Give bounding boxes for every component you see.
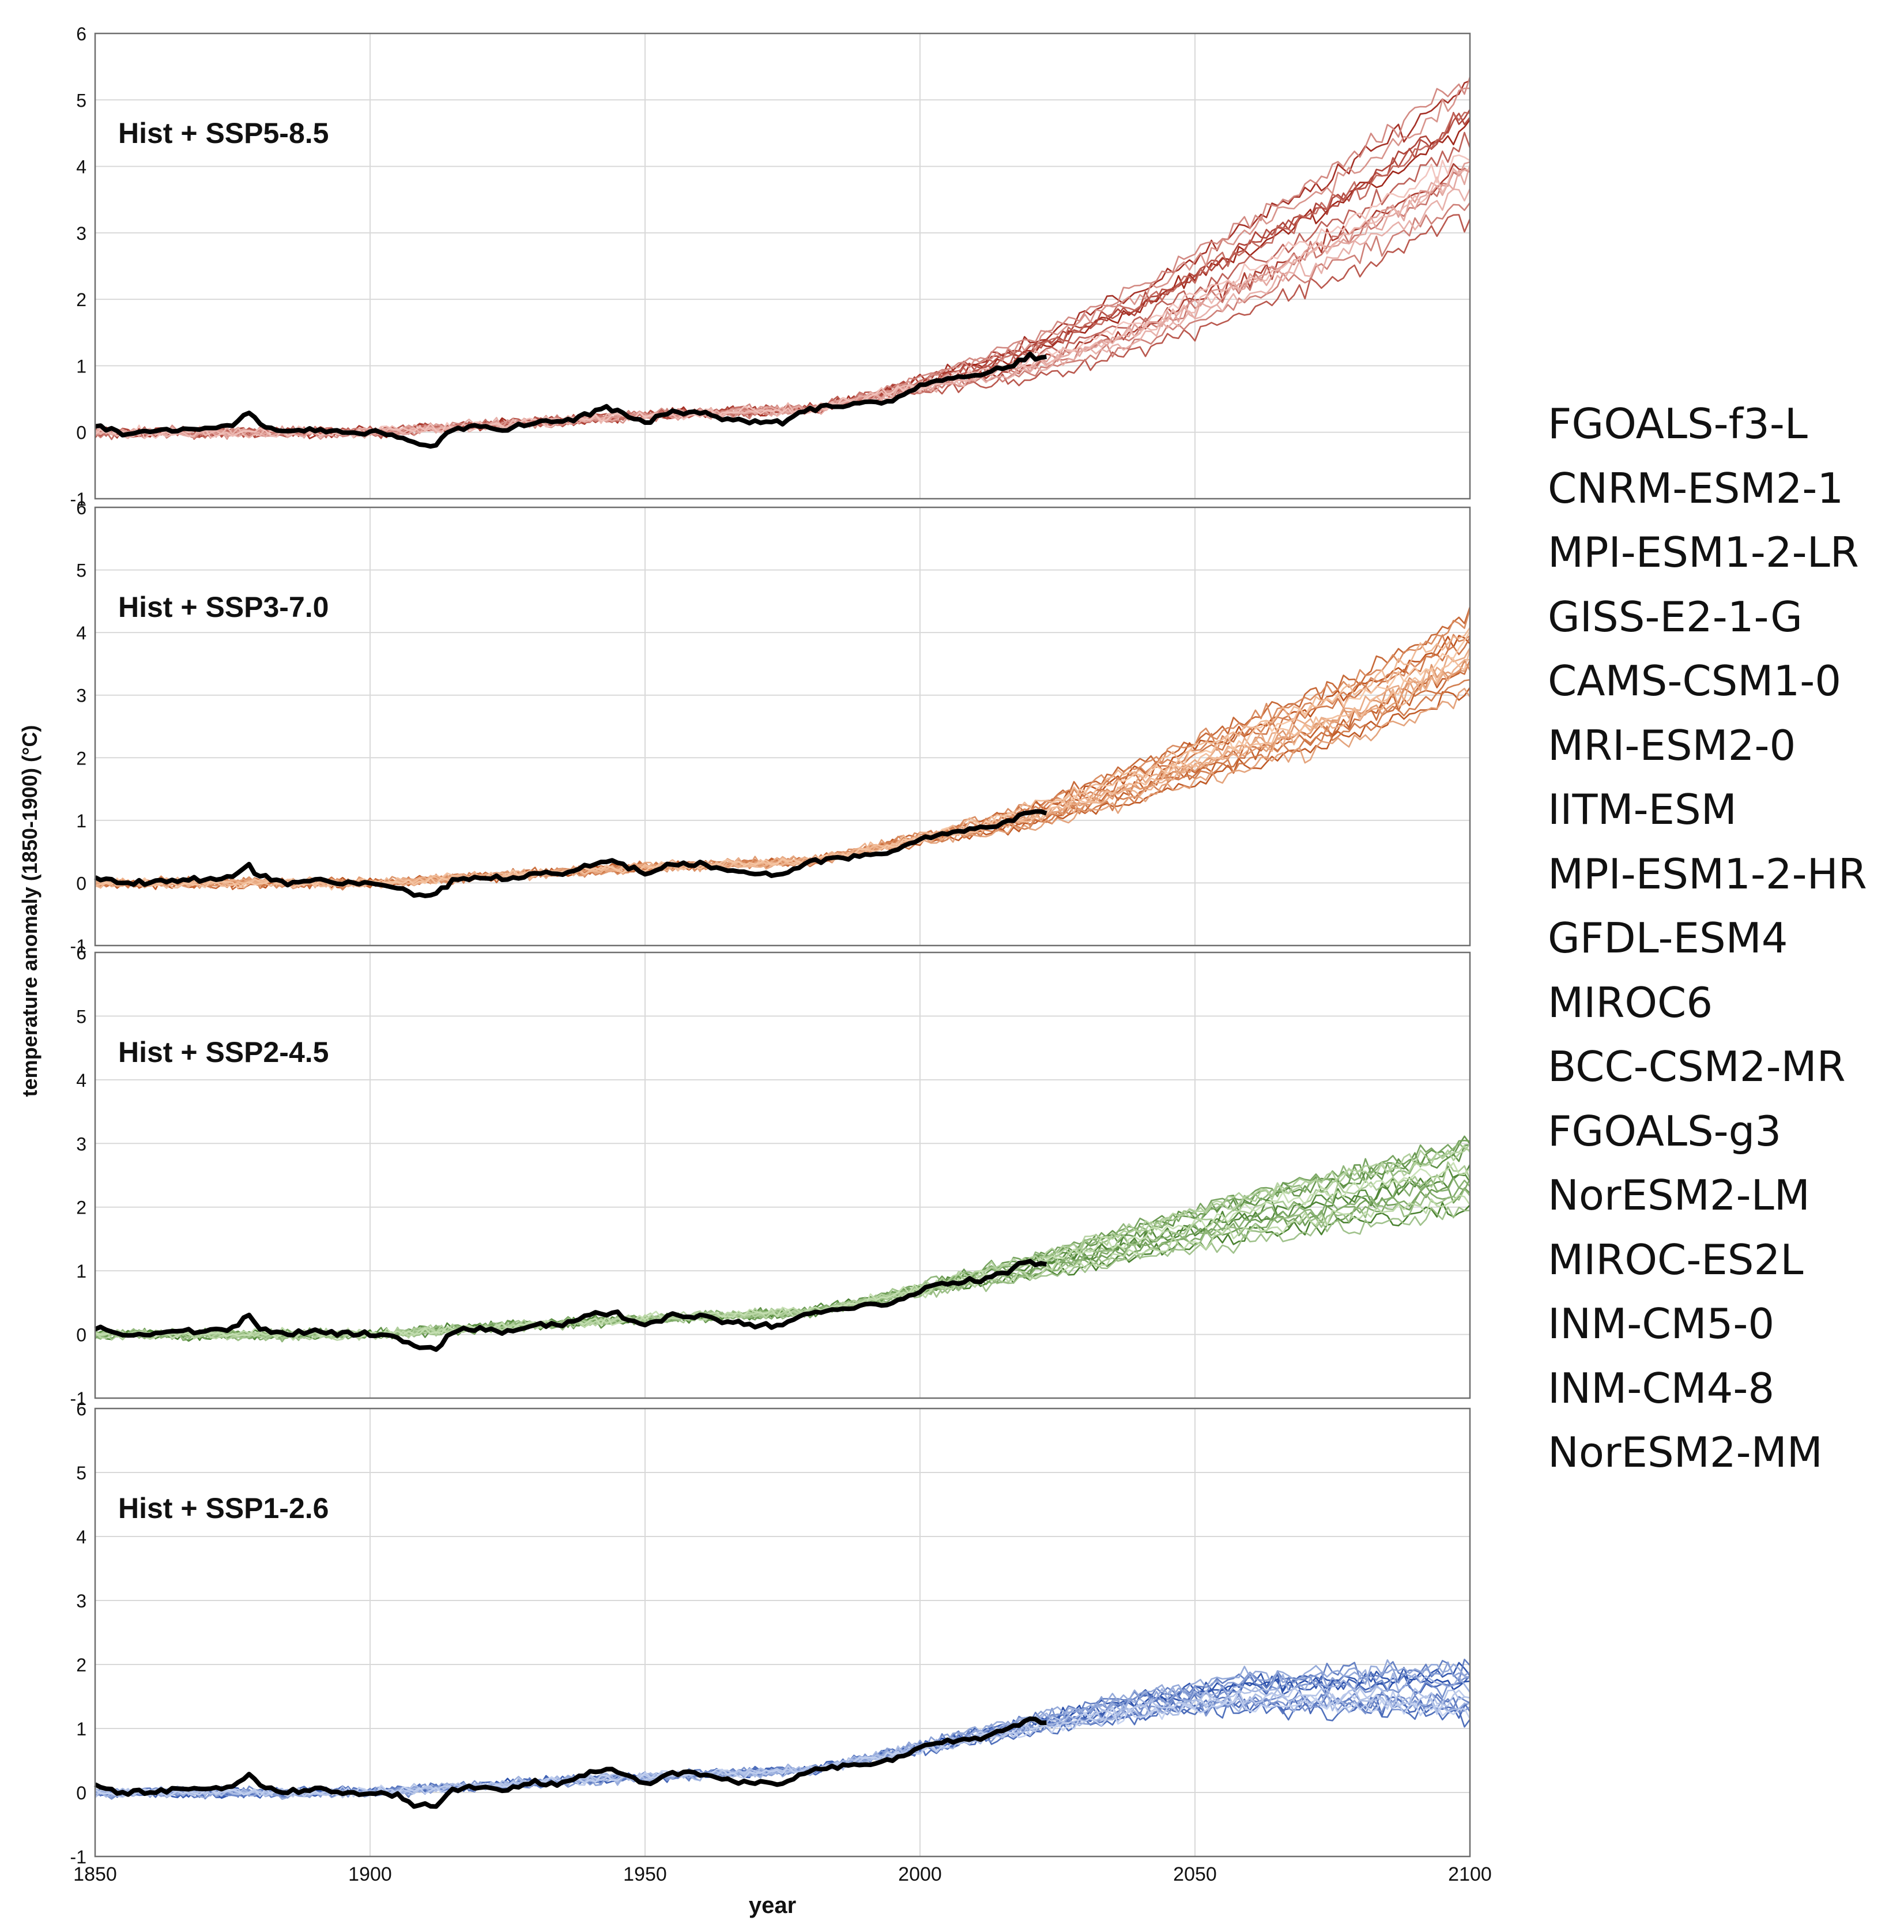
y-tick-label: -1 — [70, 1847, 86, 1867]
y-tick-label: 5 — [76, 1006, 86, 1027]
y-tick-label: 2 — [76, 1197, 86, 1218]
series-line-model — [95, 188, 1471, 439]
y-tick-label: 2 — [76, 289, 86, 310]
y-axis-label: temperature anomaly (1850-1900) (°C) — [18, 725, 42, 1097]
y-tick-label: 1 — [76, 1261, 86, 1282]
legend-item: MPI-ESM1-2-LR — [1548, 528, 1859, 577]
legend-item: CNRM-ESM2-1 — [1548, 464, 1844, 513]
plot-frame — [94, 951, 1471, 1399]
legend-item: GISS-E2-1-G — [1548, 592, 1803, 641]
y-tick-label: 1 — [76, 356, 86, 376]
y-tick-label: 2 — [76, 748, 86, 769]
legend-item: FGOALS-g3 — [1548, 1106, 1782, 1155]
legend-item: MPI-ESM1-2-HR — [1548, 849, 1867, 898]
y-tick-label: 0 — [76, 1325, 86, 1346]
y-tick-label: 1 — [76, 1719, 86, 1739]
x-tick-label: 2000 — [898, 1863, 942, 1885]
legend-item: NorESM2-LM — [1548, 1171, 1810, 1219]
model-legend: FGOALS-f3-L CNRM-ESM2-1 MPI-ESM1-2-LR GISS-… — [1548, 392, 1894, 1485]
series-line-observed — [94, 809, 1047, 898]
legend-item: INM-CM4-8 — [1548, 1364, 1775, 1413]
panel-title: Hist + SSP3-7.0 — [118, 591, 329, 623]
y-tick-label: 0 — [76, 873, 86, 894]
y-tick-label: 6 — [76, 1399, 86, 1419]
y-tick-label: 3 — [76, 223, 86, 244]
y-tick-label: -1 — [70, 936, 86, 956]
y-tick-label: 1 — [76, 811, 86, 831]
y-tick-label: 4 — [76, 623, 86, 643]
legend-item: GFDL-ESM4 — [1548, 914, 1788, 962]
panel-title: Hist + SSP2-4.5 — [118, 1036, 329, 1068]
legend-item: FGOALS-f3-L — [1548, 400, 1808, 448]
legend-item: MIROC6 — [1548, 978, 1713, 1027]
legend-item: MIROC-ES2L — [1548, 1235, 1804, 1284]
x-tick-label: 1950 — [623, 1863, 667, 1885]
panel-3: -1 0 1 2 3 4 5 6 Hist + SSP2-4.5 — [70, 943, 1471, 1409]
y-tick-label: 3 — [76, 1133, 86, 1154]
y-tick-label: 0 — [76, 1783, 86, 1803]
y-tick-label: 3 — [76, 1591, 86, 1611]
series-line-model — [94, 1686, 1471, 1799]
legend-item: BCC-CSM2-MR — [1548, 1042, 1846, 1091]
legend-item: NorESM2-MM — [1548, 1428, 1823, 1477]
y-tick-label: 4 — [76, 1527, 86, 1547]
series-line-model — [95, 627, 1471, 889]
y-tick-label: 3 — [76, 686, 86, 706]
series-line-model — [95, 658, 1471, 889]
y-tick-label: -1 — [70, 489, 86, 510]
series-line-model — [95, 1194, 1471, 1341]
y-tick-label: 6 — [76, 24, 86, 44]
y-tick-label: 5 — [76, 90, 86, 111]
legend-item: IITM-ESM — [1548, 785, 1737, 834]
series-line-observed — [94, 1259, 1047, 1352]
y-tick-label: 4 — [76, 157, 86, 178]
plot-frame — [94, 32, 1471, 500]
legend-item: INM-CM5-0 — [1548, 1300, 1775, 1348]
y-tick-label: 6 — [76, 943, 86, 963]
y-tick-label: 6 — [76, 498, 86, 518]
x-tick-label: 1900 — [348, 1863, 392, 1885]
panel-1: -1 0 1 2 3 4 5 6 Hist + SSP5-8.5 — [70, 24, 1471, 510]
x-axis-label: year — [749, 1893, 796, 1918]
plot-frame — [94, 506, 1471, 947]
panel-title: Hist + SSP5-8.5 — [118, 117, 329, 149]
series-line-model — [95, 161, 1471, 440]
x-tick-label: 2050 — [1173, 1863, 1217, 1885]
series-line-observed — [95, 351, 1047, 449]
y-tick-label: 2 — [76, 1655, 86, 1675]
y-tick-label: 5 — [76, 1463, 86, 1483]
legend-item: MRI-ESM2-0 — [1548, 721, 1796, 770]
legend-item: CAMS-CSM1-0 — [1548, 657, 1842, 705]
series-line-observed — [94, 1716, 1047, 1809]
panel-4: -1 0 1 2 3 4 5 6 Hist + SSP1-2.6 — [70, 1399, 1471, 1867]
series-line-model — [95, 1696, 1471, 1798]
panel-2: -1 0 1 2 3 4 5 6 Hist + SSP3-7.0 — [70, 498, 1471, 956]
series-line-model — [95, 649, 1471, 889]
y-tick-label: 5 — [76, 560, 86, 581]
y-tick-label: 0 — [76, 423, 86, 443]
x-tick-label: 1850 — [73, 1863, 117, 1885]
y-tick-label: -1 — [70, 1388, 86, 1409]
panel-title: Hist + SSP1-2.6 — [118, 1492, 329, 1524]
plot-frame — [94, 1407, 1471, 1858]
x-tick-label: 2100 — [1448, 1863, 1492, 1885]
y-tick-label: 4 — [76, 1070, 86, 1091]
